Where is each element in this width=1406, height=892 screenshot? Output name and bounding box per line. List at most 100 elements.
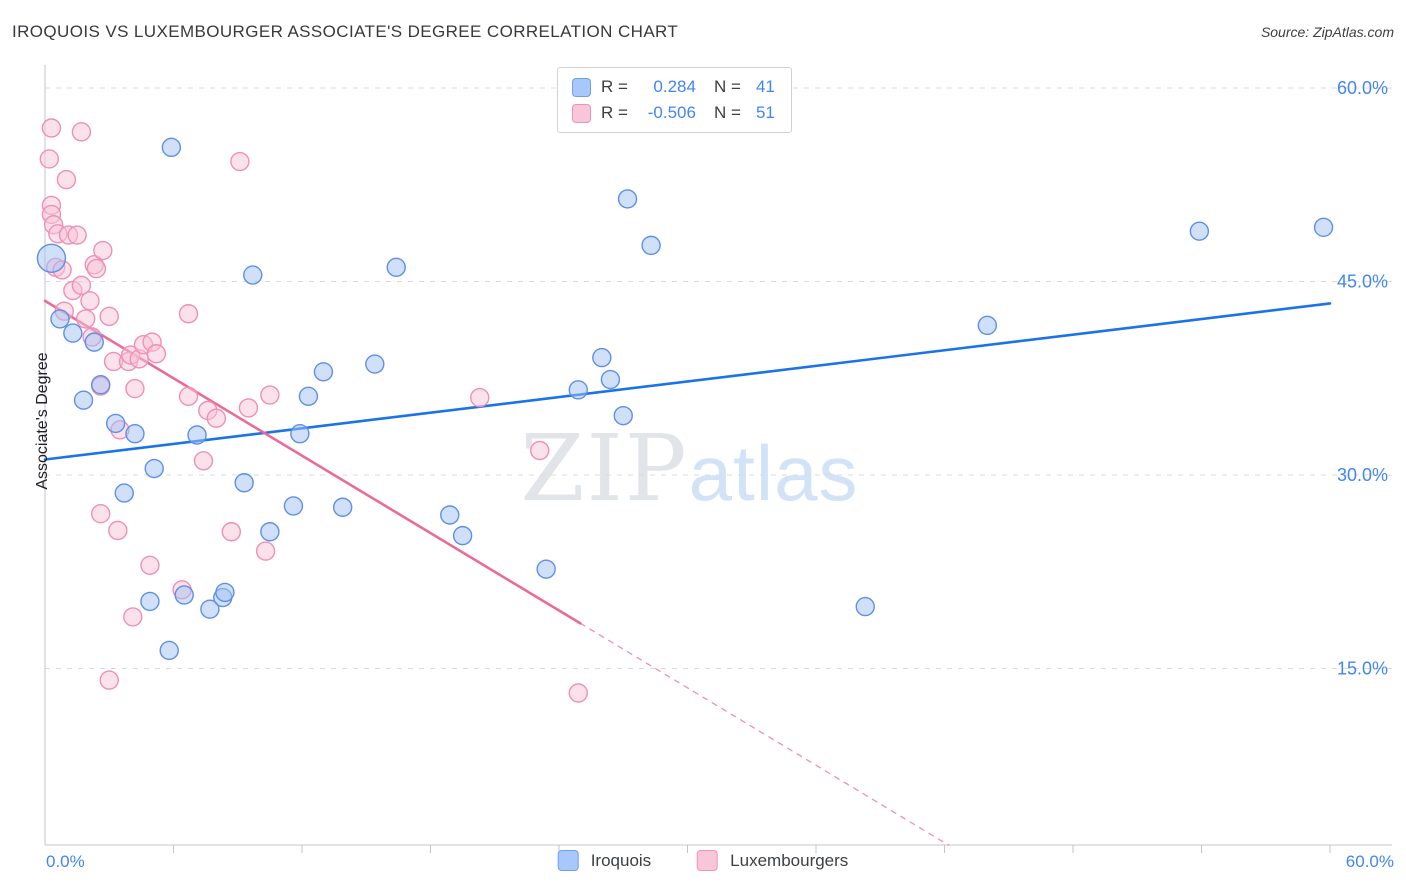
r-label: R = [601, 77, 628, 96]
r-value-iroquois: 0.284 [653, 77, 696, 96]
iroquois-point [613, 405, 633, 426]
luxembourgers-point [178, 386, 199, 407]
luxembourgers-point [39, 149, 59, 169]
n-label: N = [713, 103, 741, 122]
luxembourgers-point [90, 504, 111, 524]
luxembourgers-point [75, 309, 96, 329]
legend-row-luxembourgers: R = -0.506 N = 51 [572, 103, 775, 123]
iroquois-point [187, 425, 207, 445]
luxembourgers-point [260, 385, 280, 405]
iroquois-point [536, 559, 556, 579]
iroquois-point [114, 483, 134, 503]
iroquois-point [84, 332, 104, 352]
iroquois-point [63, 323, 83, 343]
luxembourgers-point [140, 555, 160, 575]
iroquois-swatch [557, 850, 579, 871]
iroquois-point [36, 243, 67, 273]
luxembourgers-point [80, 291, 100, 311]
luxembourgers-point [56, 169, 77, 190]
y-tick-label: 45.0% [1337, 272, 1388, 292]
iroquois-point [243, 265, 263, 285]
iroquois-point [140, 591, 160, 612]
legend-row-iroquois: R = 0.284 N = 41 [572, 77, 775, 97]
y-tick-label: 60.0% [1337, 78, 1388, 98]
iroquois-point [452, 525, 473, 546]
iroquois-point [144, 458, 164, 479]
n-value-luxembourgers: 51 [755, 103, 775, 122]
iroquois-point [440, 505, 460, 525]
iroquois-label: Iroquois [590, 850, 652, 870]
luxembourgers-point [568, 683, 588, 703]
y-tick-label: 15.0% [1337, 659, 1388, 679]
iroquois-point [592, 347, 612, 368]
legend-box: R = 0.284 N = 41 R = -0.506 N = 51 [557, 67, 792, 133]
luxembourgers-point [99, 306, 119, 327]
luxembourgers-point [41, 118, 62, 138]
iroquois-point [200, 599, 220, 619]
iroquois-point [641, 235, 661, 256]
r-label: R = [601, 103, 628, 122]
luxembourgers-point [123, 607, 143, 627]
iroquois-point [73, 390, 94, 410]
page-title: IROQUOIS VS LUXEMBOURGER ASSOCIATE'S DEG… [12, 22, 679, 41]
x-axis-min-label: 0.0% [46, 852, 85, 871]
iroquois-point [105, 413, 126, 434]
iroquois-point [1189, 221, 1210, 241]
y-axis-title: Associate's Degree [34, 352, 51, 490]
y-tick-label: 30.0% [1337, 465, 1388, 485]
luxembourgers-point [193, 451, 214, 471]
luxembourgers-point [238, 398, 259, 418]
luxembourgers-point [67, 225, 87, 245]
iroquois-point [90, 375, 111, 395]
iroquois-point [161, 137, 182, 158]
iroquois-point [290, 424, 310, 444]
iroquois-point [977, 315, 998, 336]
luxembourgers-point [221, 522, 242, 542]
luxembourgers-point [255, 541, 276, 561]
iroquois-point [298, 386, 319, 407]
iroquois-point [617, 189, 638, 209]
luxembourgers-swatch [697, 850, 719, 871]
iroquois-point [260, 522, 280, 542]
iroquois-point [125, 424, 145, 444]
x-axis-max-label: 60.0% [1345, 852, 1394, 871]
iroquois-point [365, 354, 385, 374]
luxembourgers-trend-extrapolated-line [579, 622, 950, 846]
luxembourgers-legend-swatch [572, 103, 591, 123]
luxembourgers-point [71, 122, 92, 142]
r-value-luxembourgers: -0.506 [647, 103, 696, 122]
source-label: Source: ZipAtlas.com [1260, 24, 1394, 40]
luxembourgers-point [108, 520, 128, 541]
luxembourgers-point [125, 378, 145, 399]
iroquois-point [234, 473, 254, 493]
luxembourgers-point [530, 440, 550, 461]
iroquois-point [50, 309, 70, 329]
iroquois-point [1313, 217, 1334, 238]
iroquois-point [855, 596, 875, 617]
iroquois-point [568, 380, 588, 400]
iroquois-point [600, 369, 621, 390]
luxembourgers-point [93, 240, 113, 261]
luxembourgers-point [178, 304, 199, 324]
iroquois-point [386, 257, 406, 278]
iroquois-point [215, 582, 235, 603]
luxembourgers-point [230, 151, 250, 172]
bottom-legend: Iroquois Luxembourgers [557, 850, 849, 871]
n-value-iroquois: 41 [755, 77, 775, 96]
luxembourgers-point [71, 275, 92, 296]
iroquois-point [283, 496, 304, 516]
luxembourgers-point [99, 670, 119, 690]
iroquois-trend-line [43, 302, 1332, 461]
iroquois-point [313, 362, 334, 382]
iroquois-point [174, 585, 194, 605]
luxembourgers-label: Luxembourgers [730, 850, 849, 870]
iroquois-point [159, 640, 179, 661]
luxembourgers-point [206, 408, 227, 428]
luxembourgers-point [86, 258, 107, 279]
luxembourgers-point [146, 344, 167, 364]
luxembourgers-point [470, 387, 490, 408]
iroquois-legend-swatch [572, 77, 591, 97]
